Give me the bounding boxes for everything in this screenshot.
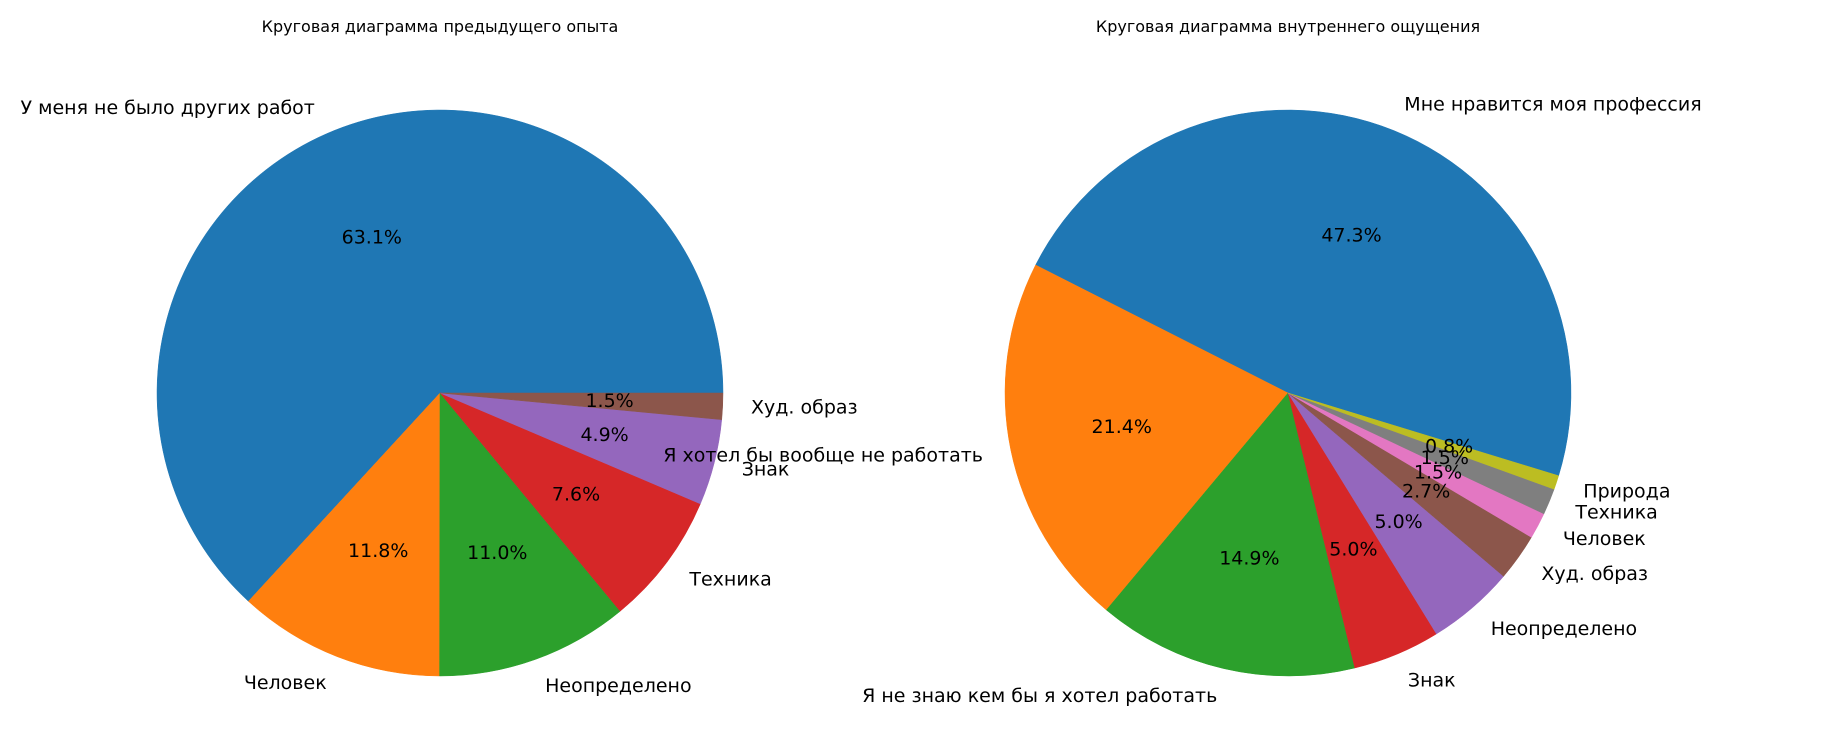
pie-slice-худ-образ: [439, 392, 724, 420]
chart-title-previous-experience: Круговая диаграмма предыдущего опыта: [262, 17, 619, 36]
slice-category-label: Техника: [1574, 502, 1657, 524]
pie-slice-я-не-знаю-кем-бы-я-хотел-работать: [1106, 392, 1356, 677]
slice-category-label: Худ. образ: [1541, 563, 1648, 585]
slice-percent-label: 21.4%: [1092, 416, 1152, 438]
pie-chart-inner-feeling: Круговая диаграмма внутреннего ощущения …: [663, 17, 1701, 707]
slice-category-label: Я хотел бы вообще не работать: [663, 445, 983, 467]
slice-percent-label: 11.0%: [467, 542, 527, 564]
slice-percent-label: 47.3%: [1321, 225, 1381, 247]
pie-chart-previous-experience: Круговая диаграмма предыдущего опыта 63.…: [21, 17, 858, 697]
slice-percent-label: 14.9%: [1219, 547, 1279, 569]
slice-category-label: Человек: [244, 672, 327, 694]
slice-percent-label: 5.0%: [1374, 511, 1422, 533]
slice-category-label: Неопределено: [545, 675, 691, 697]
labels-previous-experience: 63.1% У меня не было других работ 11.8% Чел…: [21, 97, 858, 697]
slice-percent-label: 2.7%: [1402, 481, 1450, 503]
slices-inner-feeling: [1004, 109, 1572, 677]
slice-percent-label: 1.5%: [585, 390, 633, 412]
chart-title-inner-feeling: Круговая диаграмма внутреннего ощущения: [1096, 17, 1480, 36]
labels-inner-feeling: 47.3% Мне нравится моя профессия 21.4% Я хо…: [663, 93, 1701, 707]
slices-previous-experience: [156, 109, 724, 677]
slice-percent-label: 11.8%: [348, 540, 408, 562]
slice-category-label: Мне нравится моя профессия: [1404, 93, 1701, 115]
slice-percent-label: 7.6%: [552, 484, 600, 506]
slice-percent-label: 0.8%: [1425, 436, 1473, 458]
slice-category-label: Неопределено: [1491, 618, 1637, 640]
pie-slice-природа: [1287, 392, 1559, 490]
slice-percent-label: 5.0%: [1329, 539, 1377, 561]
pie-slice-я-хотел-бы-вообще-не-работать: [1004, 264, 1289, 611]
slice-percent-label: 63.1%: [342, 227, 402, 249]
slice-category-label: Техника: [688, 568, 771, 590]
slice-category-label: Я не знаю кем бы я хотел работать: [862, 685, 1217, 707]
slice-percent-label: 1.5%: [1414, 462, 1462, 484]
slice-percent-label: 4.9%: [580, 424, 628, 446]
pie-slice-неопределено: [439, 392, 621, 677]
pie-slice-мне-нравится-моя-профессия: [1035, 109, 1572, 477]
slice-percent-label: 1.5%: [1421, 447, 1469, 469]
slice-category-label: Природа: [1583, 481, 1670, 503]
slice-category-label: У меня не было других работ: [21, 97, 315, 119]
pie-slice-человек: [248, 392, 441, 677]
slice-category-label: Знак: [742, 459, 790, 481]
slice-category-label: Человек: [1563, 528, 1646, 550]
pie-slice-техника: [439, 392, 701, 612]
slice-category-label: Худ. образ: [751, 397, 858, 419]
pie-slice-у-меня-не-было-других-работ: [156, 109, 724, 602]
slice-category-label: Знак: [1408, 669, 1456, 691]
